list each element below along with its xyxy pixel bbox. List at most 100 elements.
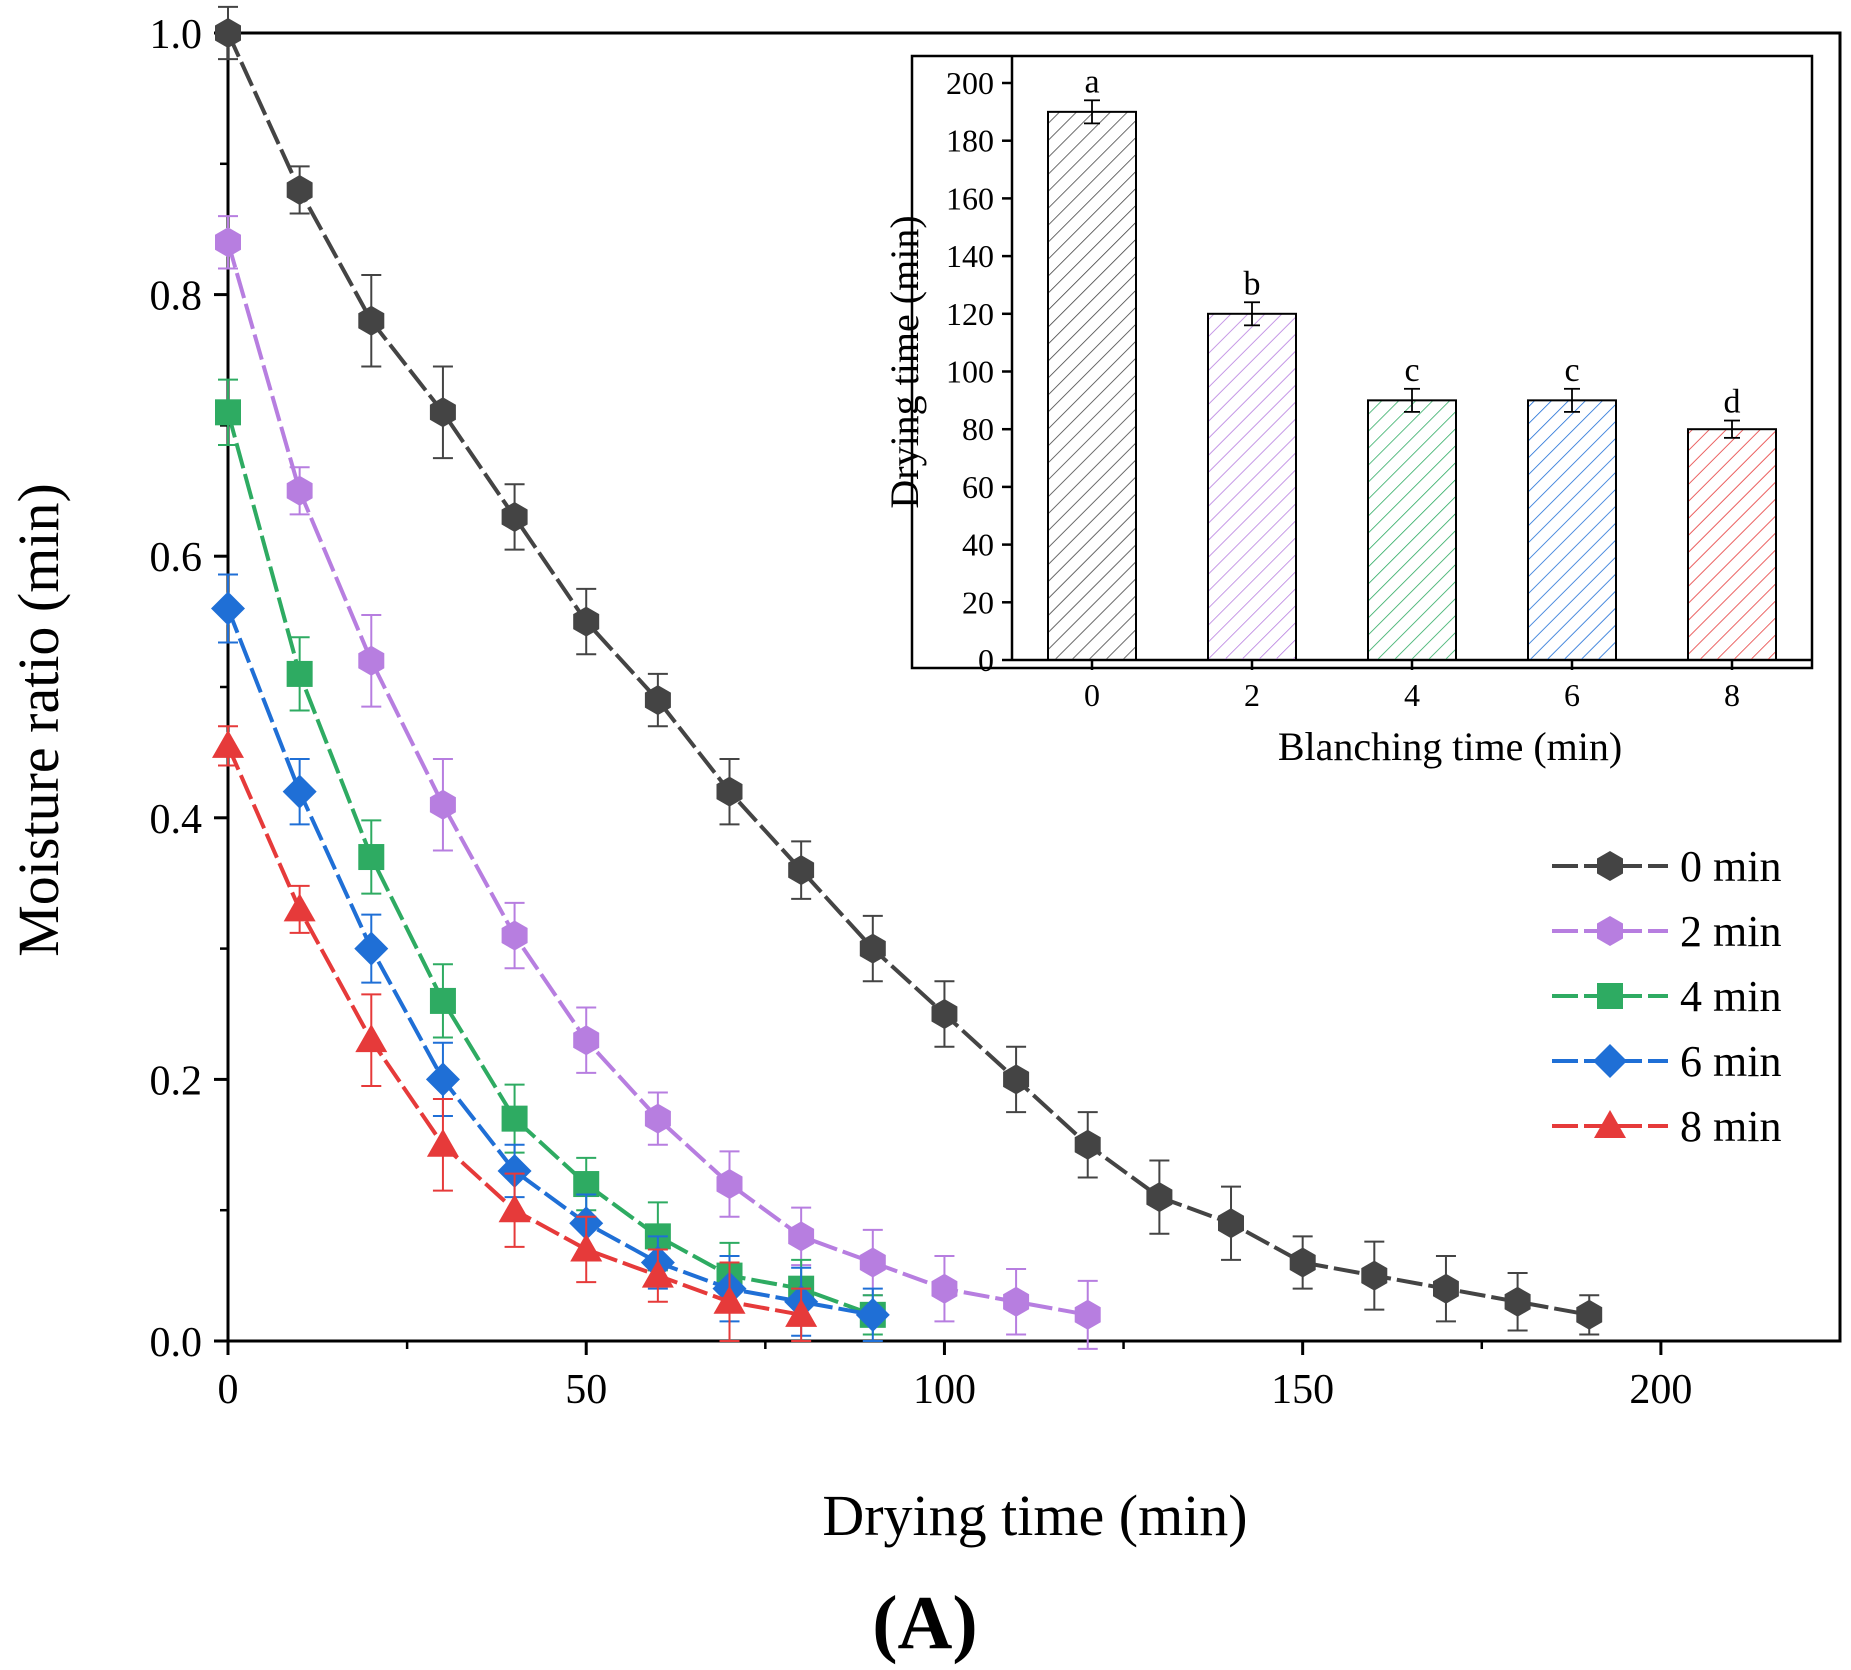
data-point (644, 685, 671, 716)
legend-marker (1597, 916, 1623, 946)
data-point (573, 1171, 600, 1198)
y-tick-label: 0.8 (150, 274, 203, 320)
inset-y-tick-label: 140 (946, 238, 994, 274)
inset-y-tick-label: 120 (946, 296, 994, 332)
inset-bar-group: d (1687, 384, 1777, 662)
data-point (931, 1273, 958, 1304)
inset-bar (1687, 428, 1777, 662)
data-point (716, 1169, 743, 1199)
data-point (215, 18, 241, 48)
inset-y-axis-title: Drying time (min) (882, 215, 927, 508)
data-point (426, 1128, 459, 1157)
inset-x-tick-labels: 0 2 4 6 8 (1084, 677, 1740, 713)
inset-x-tick-label: 0 (1084, 677, 1100, 713)
series-0-min (215, 5, 1603, 1336)
data-point (498, 1194, 531, 1223)
legend-label: 6 min (1680, 1037, 1781, 1086)
inset-error-bar (1084, 99, 1100, 125)
legend-entry: 8 min (1552, 1102, 1781, 1151)
data-point (283, 893, 316, 922)
main-chart: 0 50 100 150 200 0.00.20.40.60.81.0 Drying t… (6, 5, 1842, 1548)
data-point (641, 1259, 674, 1288)
inset-x-axis-title: Blanching time (min) (1278, 724, 1622, 769)
series-4-min (215, 378, 886, 1336)
inset-bar (1047, 110, 1137, 662)
significance-letter: c (1564, 352, 1579, 389)
data-point (497, 1153, 532, 1188)
y-tick-label: 1.0 (150, 12, 203, 58)
series-line (226, 411, 874, 1317)
inset-x-tick-label: 6 (1564, 677, 1580, 713)
inset-x-tick-label: 2 (1244, 677, 1260, 713)
inset-x-tick-label: 8 (1724, 677, 1740, 713)
data-point (358, 305, 385, 336)
main-x-axis-title: Drying time (min) (822, 1483, 1247, 1548)
inset-error-bar (1404, 387, 1420, 413)
inset-x-tick-label: 4 (1404, 677, 1420, 713)
data-point (429, 397, 456, 428)
inset-bar (1207, 312, 1297, 661)
x-tick-label: 0 (218, 1367, 239, 1413)
inset-error-bar (1564, 387, 1580, 413)
data-point (355, 1024, 388, 1053)
inset-error-bar (1244, 301, 1260, 327)
significance-letter: b (1244, 265, 1261, 302)
data-point (1003, 1064, 1030, 1095)
main-y-tick-labels: 0.0 0.2 0.4 0.6 0.8 1.0 (150, 12, 203, 1366)
data-point (570, 1233, 603, 1262)
inset-y-tick-label: 180 (946, 123, 994, 159)
y-tick-label: 0.6 (150, 535, 203, 581)
legend-marker (1597, 983, 1623, 1009)
series-8-min (212, 725, 818, 1342)
inset-y-tick-labels: 0 20 40 60 80 100 120 140 160 180 200 (946, 65, 994, 678)
legend-marker (1593, 1044, 1627, 1078)
legend-label: 8 min (1680, 1102, 1781, 1151)
main-x-tick-labels: 0 50 100 150 200 (218, 1367, 1693, 1413)
data-point (501, 920, 528, 951)
inset-bar (1367, 399, 1457, 661)
inset-bar-group: c (1527, 352, 1617, 661)
inset-error-bar (1724, 419, 1740, 439)
data-point (1074, 1129, 1101, 1160)
data-point (358, 645, 385, 676)
data-point (211, 591, 245, 626)
inset-bar-group: c (1367, 352, 1457, 661)
data-point (573, 1025, 600, 1056)
data-point (429, 789, 456, 820)
inset-y-tick-label: 0 (978, 642, 994, 678)
data-point (788, 1221, 815, 1252)
legend-entry: 0 min (1552, 842, 1781, 891)
series-line (226, 607, 874, 1317)
data-point (286, 660, 313, 687)
data-point (282, 774, 317, 809)
legend-entry: 4 min (1552, 972, 1781, 1021)
inset-bar-group: a (1047, 63, 1137, 662)
inset-y-tick-label: 60 (962, 469, 994, 505)
inset-bars-layer: a b c c d (1047, 63, 1777, 662)
data-point (501, 1105, 528, 1132)
series-2-min (215, 215, 1101, 1350)
main-ticks (214, 31, 1663, 1355)
main-series-layer (211, 5, 1603, 1350)
data-point (1218, 1208, 1244, 1239)
inset-y-tick-label: 160 (946, 180, 994, 216)
legend-entry: 6 min (1552, 1037, 1781, 1086)
data-point (1289, 1247, 1316, 1278)
significance-letter: c (1404, 352, 1419, 389)
x-tick-label: 150 (1271, 1367, 1334, 1413)
inset-y-tick-label: 20 (962, 584, 994, 620)
data-point (1074, 1299, 1101, 1330)
legend-entry: 2 min (1552, 907, 1781, 956)
series-line (226, 32, 1590, 1317)
data-point (212, 729, 244, 758)
data-point (859, 933, 886, 964)
data-point (1361, 1260, 1388, 1291)
legend-label: 2 min (1680, 907, 1781, 956)
data-point (1146, 1182, 1173, 1213)
data-point (716, 776, 743, 807)
inset-bar (1527, 399, 1617, 661)
data-point (1003, 1286, 1030, 1317)
legend-label: 0 min (1680, 842, 1781, 891)
